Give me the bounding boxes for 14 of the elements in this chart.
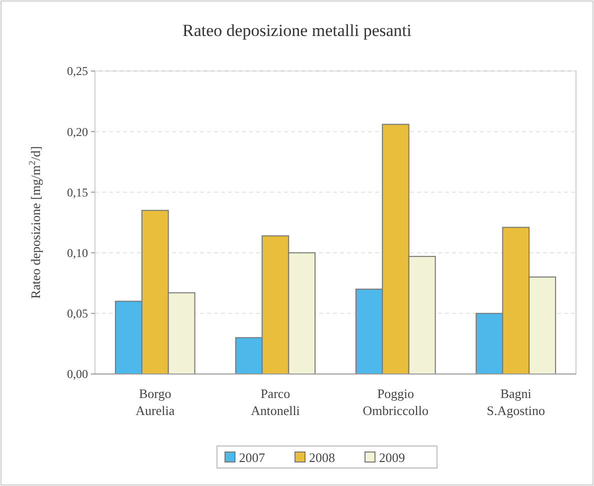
x-tick-label: Bagni S.Agostino (486, 386, 545, 418)
y-tick-label: 0,25 (67, 64, 88, 78)
legend-label: 2008 (309, 450, 335, 465)
legend-label: 2009 (379, 450, 405, 465)
x-tick-label: Parco Antonelli (250, 386, 300, 418)
x-tick-label: Borgo Aurelia (136, 386, 175, 418)
y-tick-label: 0,10 (67, 246, 88, 260)
chart-title: Rateo deposizione metalli pesanti (182, 21, 412, 40)
y-tick-label: 0,00 (67, 367, 88, 382)
x-tick-label: Poggio Ombriccollo (362, 386, 428, 418)
y-tick-label: 0,20 (67, 124, 88, 139)
y-tick-label: 0,15 (67, 185, 88, 200)
y-tick-label: 0,05 (67, 306, 88, 321)
legend-label: 2007 (239, 450, 266, 465)
